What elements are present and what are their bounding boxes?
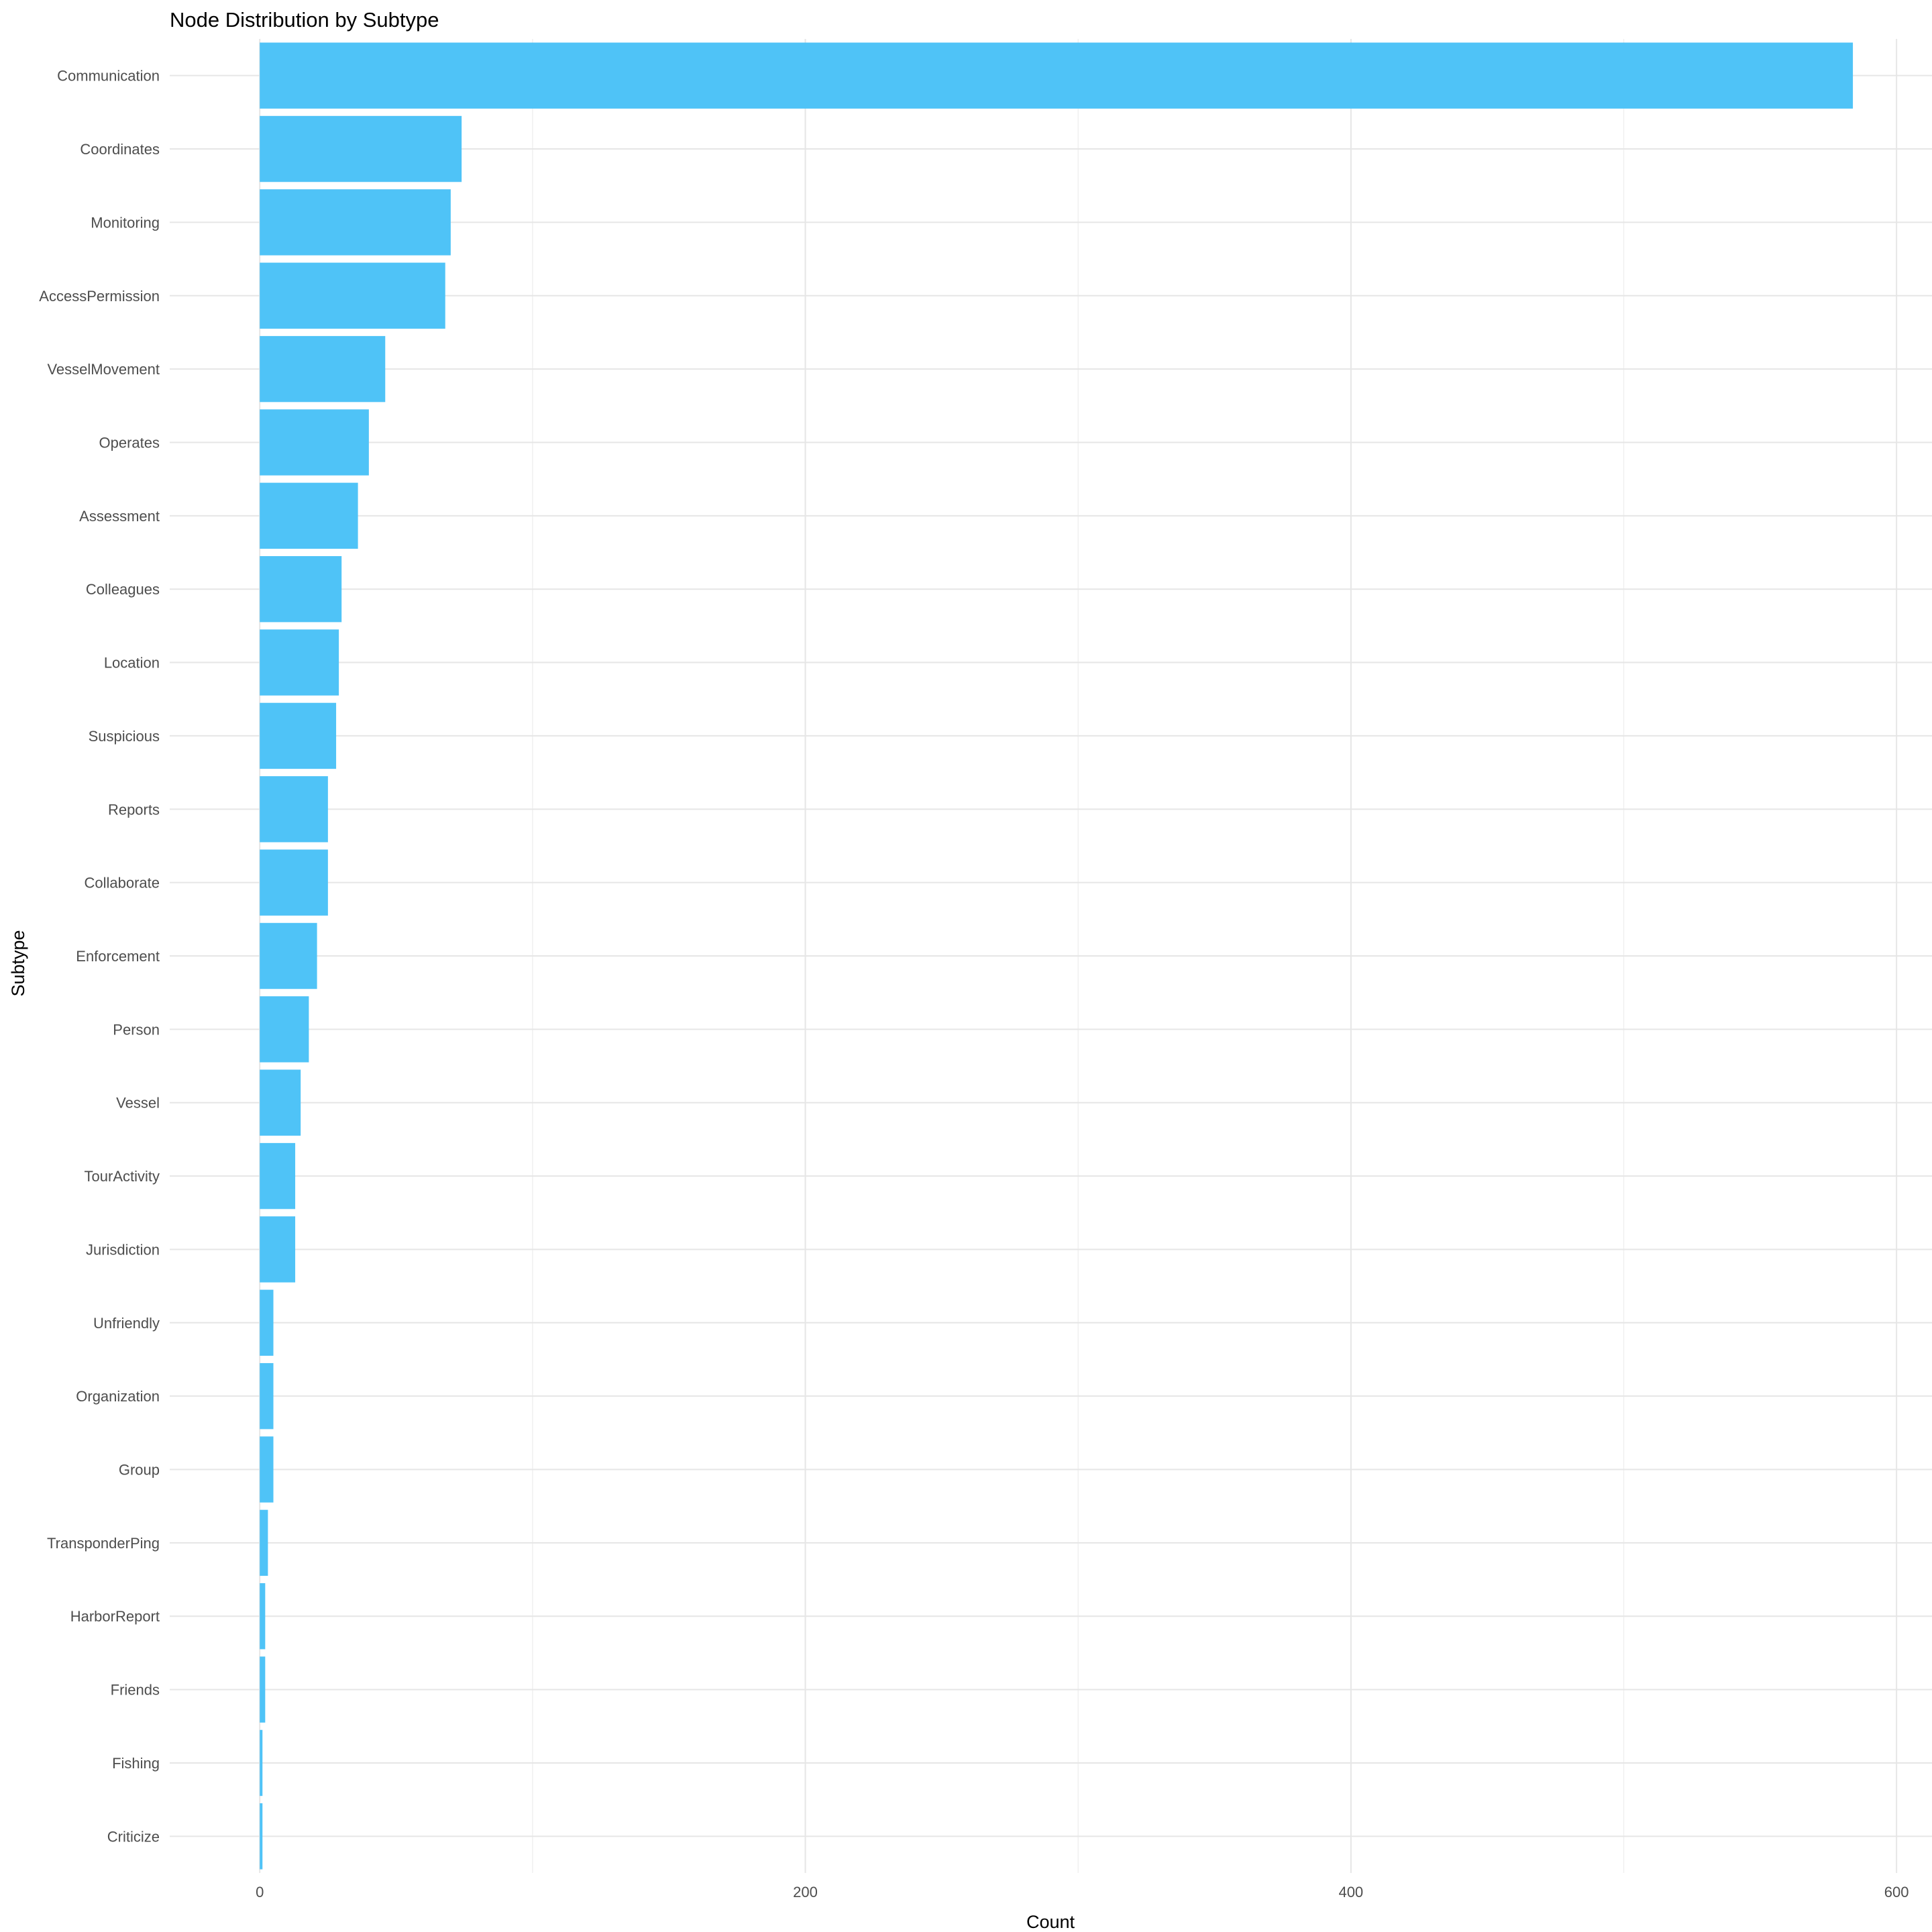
bar-Collaborate xyxy=(260,849,328,916)
y-tick-label-Vessel: Vessel xyxy=(116,1095,160,1112)
bar-Enforcement xyxy=(260,922,317,989)
y-tick-label-Assessment: Assessment xyxy=(79,508,160,525)
bar-Assessment xyxy=(260,482,358,549)
y-tick-label-Operates: Operates xyxy=(99,434,160,451)
x-tick-label-600: 600 xyxy=(1884,1884,1909,1900)
bar-Organization xyxy=(260,1362,274,1430)
y-tick-label-Unfriendly: Unfriendly xyxy=(93,1315,160,1332)
bar-Criticize xyxy=(260,1803,263,1870)
y-axis-title: Subtype xyxy=(8,930,28,996)
bar-Group xyxy=(260,1436,274,1503)
bars xyxy=(260,42,1854,1870)
y-tick-label-Suspicious: Suspicious xyxy=(89,728,160,745)
bar-Operates xyxy=(260,409,369,476)
y-tick-label-TourActivity: TourActivity xyxy=(85,1168,160,1185)
x-axis-title: Count xyxy=(1026,1912,1075,1932)
bar-Location xyxy=(260,629,339,696)
bar-TourActivity xyxy=(260,1142,296,1210)
bar-Person xyxy=(260,996,309,1063)
y-tick-labels: Communication Coordinates Monitoring Access… xyxy=(39,68,160,1845)
bar-Coordinates xyxy=(260,115,462,182)
bar-Vessel xyxy=(260,1069,301,1136)
bar-Reports xyxy=(260,776,328,843)
y-tick-label-HarborReport: HarborReport xyxy=(70,1608,160,1625)
y-tick-label-Collaborate: Collaborate xyxy=(84,875,160,892)
x-tick-label-200: 200 xyxy=(793,1884,818,1900)
bar-Monitoring xyxy=(260,189,451,256)
y-tick-label-Person: Person xyxy=(113,1021,160,1038)
bar-Suspicious xyxy=(260,702,337,769)
y-tick-label-Enforcement: Enforcement xyxy=(76,948,160,965)
y-tick-label-Coordinates: Coordinates xyxy=(80,141,160,158)
bar-HarborReport xyxy=(260,1583,266,1650)
y-tick-label-VesselMovement: VesselMovement xyxy=(47,361,160,378)
y-tick-label-TransponderPing: TransponderPing xyxy=(47,1535,160,1552)
x-tick-label-400: 400 xyxy=(1338,1884,1363,1900)
bar-Unfriendly xyxy=(260,1289,274,1356)
bar-Jurisdiction xyxy=(260,1216,296,1283)
bar-Communication xyxy=(260,42,1854,109)
y-tick-label-Friends: Friends xyxy=(111,1682,160,1699)
bar-Fishing xyxy=(260,1729,263,1796)
bar-Colleagues xyxy=(260,555,342,623)
y-tick-label-Monitoring: Monitoring xyxy=(91,214,160,231)
x-tick-labels: 0 200 400 600 xyxy=(256,1884,1909,1900)
major-gridlines xyxy=(170,39,1932,1873)
y-tick-label-AccessPermission: AccessPermission xyxy=(39,288,160,305)
y-tick-label-Jurisdiction: Jurisdiction xyxy=(86,1241,160,1258)
bar-AccessPermission xyxy=(260,262,445,329)
x-tick-label-0: 0 xyxy=(256,1884,264,1900)
y-tick-label-Criticize: Criticize xyxy=(107,1828,160,1845)
y-tick-label-Location: Location xyxy=(104,655,160,672)
y-tick-label-Colleagues: Colleagues xyxy=(86,581,160,598)
y-tick-label-Reports: Reports xyxy=(108,801,160,818)
y-tick-label-Fishing: Fishing xyxy=(112,1755,160,1772)
chart-title: Node Distribution by Subtype xyxy=(170,8,439,32)
y-tick-label-Communication: Communication xyxy=(57,68,160,85)
bar-VesselMovement xyxy=(260,335,386,402)
bar-TransponderPing xyxy=(260,1509,268,1576)
y-tick-label-Group: Group xyxy=(119,1462,160,1479)
y-tick-label-Organization: Organization xyxy=(76,1388,160,1405)
bar-Friends xyxy=(260,1656,266,1723)
